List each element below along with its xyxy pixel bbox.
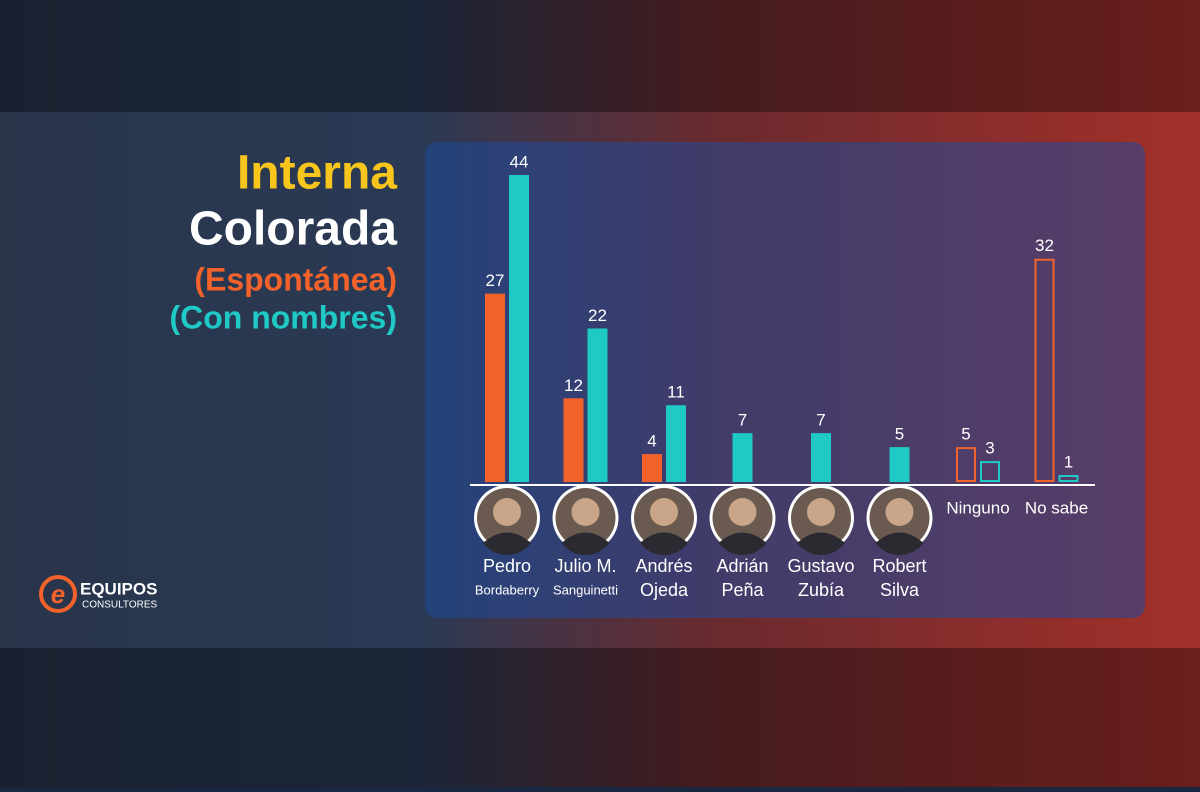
- title-line: Interna: [237, 147, 397, 200]
- value-label: 3: [985, 439, 994, 458]
- panel: [425, 142, 1145, 618]
- legend-entry: (Espontánea): [194, 261, 397, 297]
- value-label: 5: [895, 425, 904, 444]
- candidate-face: [493, 498, 521, 526]
- candidate-suit: [483, 532, 531, 555]
- candidate-face: [807, 498, 835, 526]
- bar: [1058, 475, 1079, 483]
- x-tick-label: Ojeda: [640, 580, 689, 600]
- logo-subtitle: CONSULTORES: [82, 600, 158, 611]
- value-label: 27: [486, 271, 505, 290]
- legend-entry: (Con nombres): [169, 299, 397, 335]
- bar: [485, 293, 505, 482]
- bar: [1034, 258, 1055, 482]
- candidate-face: [650, 498, 678, 526]
- value-label: 7: [816, 411, 825, 430]
- x-tick-label: Gustavo: [787, 556, 854, 576]
- bar: [642, 454, 662, 482]
- x-tick-label: Julio M.: [554, 556, 616, 576]
- x-tick-label: Sanguinetti: [553, 582, 618, 597]
- candidate-suit: [797, 532, 845, 555]
- logo-icon: [39, 575, 77, 613]
- x-tick-label: Robert: [872, 556, 926, 576]
- logo-icon-letter: e: [51, 579, 65, 609]
- bar: [811, 433, 831, 482]
- x-tick-label: Zubía: [798, 580, 845, 600]
- bar: [956, 447, 976, 483]
- value-label: 4: [647, 432, 656, 451]
- bottom-band: [0, 648, 1200, 787]
- value-label: 32: [1035, 236, 1054, 255]
- value-label: 12: [564, 376, 583, 395]
- bar: [563, 398, 584, 482]
- x-tick-label: Ninguno: [946, 498, 1009, 517]
- candidate-face: [728, 498, 757, 526]
- bar: [980, 461, 1000, 482]
- value-label: 44: [510, 152, 529, 171]
- value-label: 7: [738, 411, 747, 430]
- bar: [587, 328, 608, 482]
- value-label: 5: [961, 425, 970, 444]
- x-tick-label: Pedro: [483, 556, 531, 576]
- bar: [732, 433, 753, 482]
- bar: [509, 175, 529, 482]
- bar: [666, 405, 686, 482]
- title-line: Colorada: [189, 203, 397, 256]
- logo-name: EQUIPOS: [80, 579, 157, 598]
- x-tick-label: Silva: [880, 580, 920, 600]
- value-label: 11: [667, 383, 685, 402]
- candidate-suit: [640, 532, 688, 555]
- value-label: 1: [1064, 453, 1073, 472]
- candidate-suit: [875, 532, 924, 555]
- x-tick-label: Andrés: [635, 556, 692, 576]
- candidate-face: [571, 498, 600, 526]
- x-tick-label: No sabe: [1025, 498, 1088, 517]
- bar: [889, 447, 910, 482]
- candidate-suit: [718, 532, 767, 555]
- x-tick-label: Adrián: [716, 556, 768, 576]
- candidate-suit: [561, 532, 610, 555]
- candidate-face: [885, 498, 914, 526]
- value-label: 22: [588, 306, 607, 325]
- x-tick-label: Peña: [721, 580, 764, 600]
- top-band: [0, 0, 1200, 112]
- x-tick-label: Bordaberry: [475, 582, 540, 597]
